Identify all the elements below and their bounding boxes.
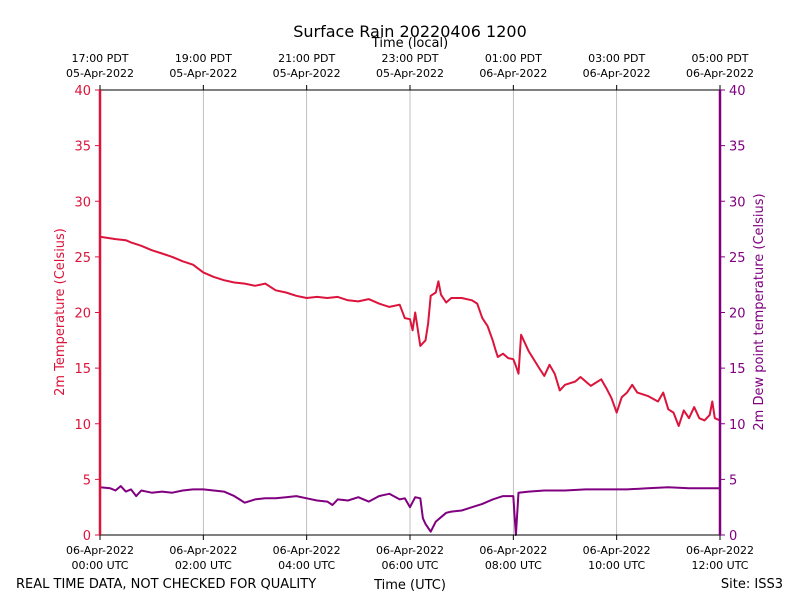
top-tick-time-0: 17:00 PDT: [71, 52, 128, 65]
site-label: Site: ISS3: [721, 577, 783, 592]
right-axis-ticks: 0 5 10 15 20 25 30 35 40: [720, 84, 746, 544]
top-tick-date-3: 05-Apr-2022: [376, 67, 444, 80]
bottom-tick-date-1: 06-Apr-2022: [169, 544, 237, 557]
temperature-series-line: [99, 235, 721, 427]
left-tick-label-6: 30: [74, 195, 91, 210]
top-tick-date-0: 05-Apr-2022: [66, 67, 134, 80]
right-axis-label: 2m Dew point temperature (Celsius): [752, 193, 767, 430]
left-axis-ticks: 0 5 10 15 20 25 30 35 40: [74, 84, 100, 544]
bottom-tick-date-3: 06-Apr-2022: [376, 544, 444, 557]
right-tick-label-7: 35: [729, 140, 746, 155]
left-tick-label-2: 10: [74, 418, 91, 433]
bottom-tick-date-4: 06-Apr-2022: [479, 544, 547, 557]
chart-title: Surface Rain 20220406 1200: [293, 22, 527, 41]
right-tick-label-3: 15: [729, 362, 746, 377]
bottom-tick-time-6: 12:00 UTC: [691, 559, 748, 572]
top-tick-time-2: 21:00 PDT: [278, 52, 335, 65]
top-tick-time-4: 01:00 PDT: [485, 52, 542, 65]
grid-lines: [99, 90, 721, 535]
bottom-axis-ticks: 06-Apr-2022 00:00 UTC 06-Apr-2022 02:00 UTC…: [66, 535, 754, 572]
bottom-tick-date-0: 06-Apr-2022: [66, 544, 134, 557]
right-tick-label-5: 25: [729, 251, 746, 266]
left-tick-label-8: 40: [74, 84, 91, 99]
left-tick-label-7: 35: [74, 140, 91, 155]
quality-disclaimer: REAL TIME DATA, NOT CHECKED FOR QUALITY: [16, 577, 316, 592]
bottom-tick-date-5: 06-Apr-2022: [583, 544, 651, 557]
left-tick-label-3: 15: [74, 362, 91, 377]
top-tick-time-5: 03:00 PDT: [588, 52, 645, 65]
top-tick-time-3: 23:00 PDT: [381, 52, 438, 65]
bottom-tick-time-5: 10:00 UTC: [588, 559, 645, 572]
x-axis-label: Time (UTC): [373, 578, 446, 593]
top-axis-label: Time (local): [371, 36, 448, 51]
top-axis-ticks: 17:00 PDT 05-Apr-2022 19:00 PDT 05-Apr-2022…: [66, 52, 754, 90]
bottom-tick-time-4: 08:00 UTC: [485, 559, 542, 572]
top-tick-date-4: 06-Apr-2022: [479, 67, 547, 80]
right-tick-label-6: 30: [729, 195, 746, 210]
right-tick-label-2: 10: [729, 418, 746, 433]
bottom-tick-time-3: 06:00 UTC: [381, 559, 438, 572]
top-tick-date-1: 05-Apr-2022: [169, 67, 237, 80]
bottom-tick-time-2: 04:00 UTC: [278, 559, 335, 572]
dew-point-series-line: [99, 485, 720, 536]
left-tick-label-1: 5: [83, 473, 91, 488]
left-tick-label-4: 20: [74, 307, 91, 322]
right-tick-label-8: 40: [729, 84, 746, 99]
bottom-tick-date-2: 06-Apr-2022: [273, 544, 341, 557]
top-tick-date-2: 05-Apr-2022: [273, 67, 341, 80]
series-layer: [99, 235, 721, 536]
left-axis-label: 2m Temperature (Celsius): [53, 228, 68, 396]
left-tick-label-0: 0: [83, 529, 91, 544]
right-tick-label-1: 5: [729, 473, 737, 488]
left-tick-label-5: 25: [74, 251, 91, 266]
bottom-tick-date-6: 06-Apr-2022: [686, 544, 754, 557]
top-tick-date-6: 06-Apr-2022: [686, 67, 754, 80]
right-tick-label-4: 20: [729, 307, 746, 322]
top-tick-time-1: 19:00 PDT: [175, 52, 232, 65]
top-tick-date-5: 06-Apr-2022: [583, 67, 651, 80]
right-tick-label-0: 0: [729, 529, 737, 544]
bottom-tick-time-0: 00:00 UTC: [71, 559, 128, 572]
bottom-tick-time-1: 02:00 UTC: [175, 559, 232, 572]
top-tick-time-6: 05:00 PDT: [691, 52, 748, 65]
